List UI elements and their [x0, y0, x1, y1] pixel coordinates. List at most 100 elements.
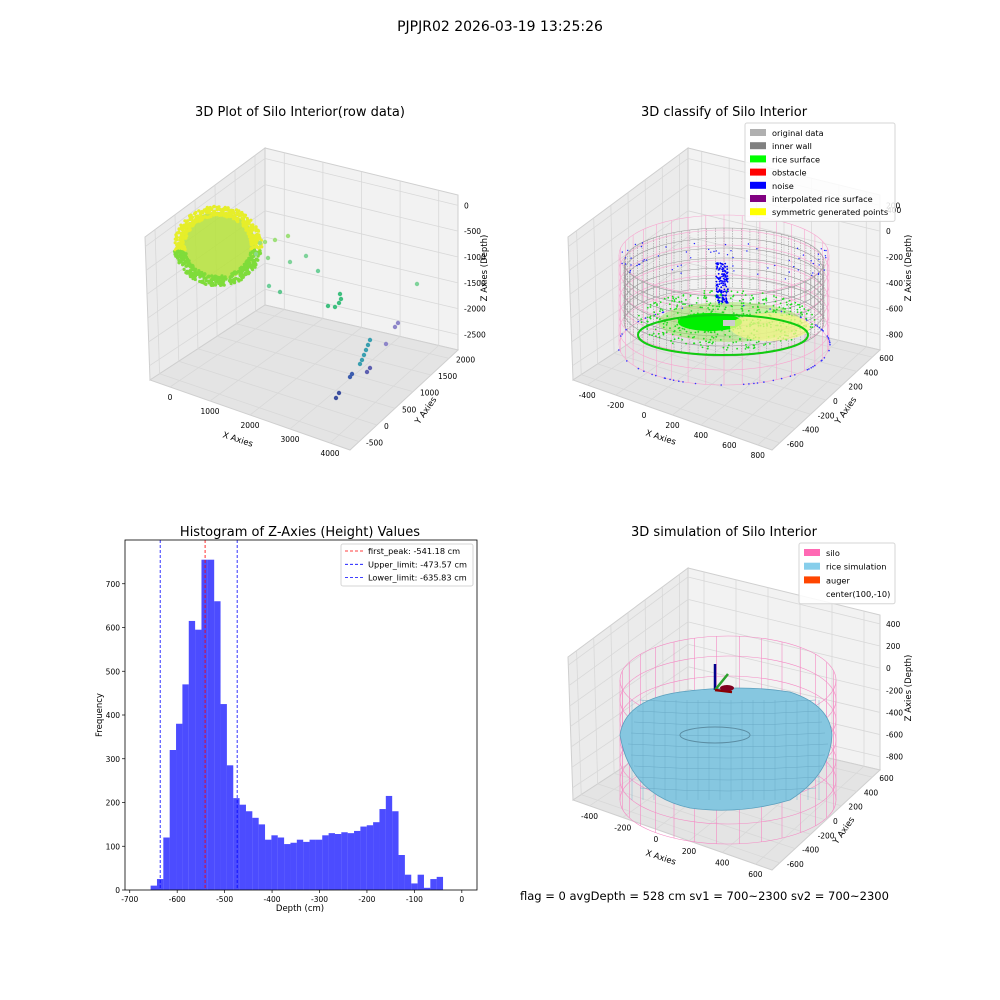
x-tick-label: -500: [216, 895, 233, 904]
surface-mesh-line: [627, 743, 829, 748]
rice-surface-point: [708, 341, 711, 343]
noise-point: [780, 310, 783, 313]
noise-point: [818, 326, 821, 329]
histogram-bar: [169, 750, 177, 890]
grid-line: [197, 348, 396, 409]
noise-point: [718, 280, 721, 283]
histogram-bar: [182, 684, 189, 891]
rice-surface-point: [773, 309, 776, 312]
rice-surface-point: [764, 311, 767, 314]
rice-surface-point: [705, 296, 708, 299]
raw-point: [254, 225, 258, 229]
x-tick-label: 2000: [240, 421, 259, 430]
noise-point: [718, 300, 721, 302]
rice-surface-point: [803, 308, 806, 310]
raw-point: [181, 246, 186, 250]
classify-3d-plot: 3D classify of Silo Interior -400 -200 0 20…: [567, 105, 914, 460]
rice-surface-point: [751, 294, 753, 297]
grid-line: [264, 184, 459, 232]
noise-point: [717, 272, 720, 275]
noise-point: [708, 248, 710, 251]
raw-point: [235, 271, 239, 275]
noise-point: [629, 271, 631, 274]
rice-surface-point: [738, 299, 741, 302]
z-tick-label: 0: [886, 664, 891, 673]
y-tick-label: 0: [833, 817, 838, 826]
classify-plot-xlabel: X Axies: [644, 428, 677, 447]
noise-point: [725, 285, 728, 288]
raw-point: [357, 361, 363, 367]
grid-line: [178, 360, 378, 426]
x-tick-label: -200: [614, 824, 631, 833]
raw-plot-x-ticks: 0 1000 2000 3000 4000: [168, 393, 340, 458]
rice-surface-point: [725, 349, 728, 351]
rice-surface-point: [649, 303, 652, 306]
raw-point: [183, 230, 187, 234]
histogram-bar: [226, 765, 234, 890]
noise-point: [630, 264, 632, 266]
noise-point: [626, 360, 628, 362]
rice-surface-point: [652, 332, 655, 335]
raw-point: [209, 279, 213, 283]
rice-surface-point: [656, 317, 658, 320]
noise-point: [827, 336, 829, 339]
x-tick-label: 200: [682, 847, 697, 856]
y-tick-label: 200: [848, 803, 863, 812]
noise-point: [812, 365, 814, 368]
rice-surface-point: [677, 337, 680, 340]
noise-point: [641, 242, 644, 244]
noise-point: [808, 368, 810, 370]
noise-point: [725, 299, 728, 302]
noise-point: [746, 250, 748, 252]
noise-point: [718, 301, 720, 304]
grid-line: [148, 262, 266, 343]
noise-point: [802, 254, 805, 256]
rice-surface-point: [676, 305, 678, 308]
rice-surface-point: [683, 328, 686, 331]
rice-surface-point: [677, 296, 680, 299]
raw-point: [336, 300, 342, 306]
rice-surface-point: [711, 342, 714, 345]
grid-line: [576, 230, 582, 375]
noise-point: [721, 301, 724, 304]
x-tick-label: -400: [264, 895, 281, 904]
noise-point: [828, 349, 830, 352]
rice-surface-point: [665, 331, 668, 334]
y-tick-label: 500: [402, 405, 417, 414]
noise-point: [645, 259, 648, 261]
noise-point: [797, 269, 799, 271]
raw-point: [252, 238, 256, 242]
raw-point: [184, 252, 188, 256]
noise-point: [715, 294, 718, 297]
raw-point: [187, 264, 191, 268]
rice-surface-point: [752, 296, 754, 299]
rice-surface-point: [775, 296, 778, 299]
rice-surface-point: [772, 310, 774, 313]
rice-surface-point: [764, 343, 767, 345]
raw-point: [239, 278, 243, 282]
rice-surface-point: [674, 325, 677, 328]
noise-point: [721, 297, 724, 299]
histogram-bar: [220, 704, 227, 890]
rice-surface-point: [638, 314, 640, 317]
histogram-bar: [150, 885, 157, 891]
raw-point: [177, 227, 181, 231]
grid-line: [687, 666, 881, 713]
rice-surface-point: [741, 310, 744, 312]
legend-label: original data: [772, 128, 824, 138]
rice-surface-point: [783, 311, 786, 313]
rice-surface-point: [675, 307, 677, 310]
raw-point: [215, 275, 219, 279]
raw-point: [230, 215, 234, 219]
legend-label: inner wall: [772, 141, 812, 151]
histogram-bar: [404, 874, 412, 890]
rice-surface-point: [703, 290, 706, 292]
raw-point: [367, 337, 373, 343]
grid-line: [145, 158, 266, 247]
histogram-bar: [245, 811, 253, 890]
raw-point: [223, 205, 227, 209]
noise-point: [716, 263, 719, 266]
rice-surface-point: [739, 338, 741, 341]
y-tick-label: 600: [106, 624, 121, 633]
